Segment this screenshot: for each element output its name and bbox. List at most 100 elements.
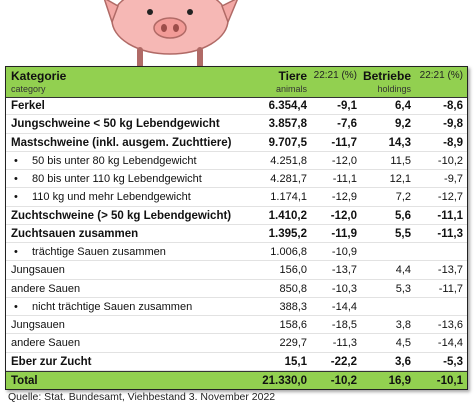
cell-value: -12,0 — [330, 209, 357, 222]
cell-value: 7,2 — [395, 191, 411, 204]
cell-value: 3.857,8 — [268, 118, 307, 131]
table-row: • 80 bis unter 110 kg Lebendgewicht 4.281,… — [6, 170, 467, 189]
header-cell: Tiere — [278, 69, 307, 83]
cell-value: 5,6 — [395, 209, 411, 222]
table-row: andere Sauen 229,7 -11,3 4,5 -14,4 — [6, 334, 467, 353]
cell-value: 156,0 — [279, 264, 307, 277]
cell-value: 4.281,7 — [270, 173, 307, 185]
cell-value: -10,2 — [330, 374, 357, 387]
pig-illustration — [103, 0, 238, 69]
row-label: Mastschweine (inkl. ausgem. Zuchttiere) — [11, 136, 232, 149]
bullet-icon: • — [14, 300, 18, 313]
row-label: Jungschweine < 50 kg Lebendgewicht — [11, 118, 220, 131]
cell-value: -11,1 — [332, 173, 357, 185]
bullet-icon: • — [14, 173, 18, 185]
table-row: • trächtige Sauen zusammen 1.006,8 -10,9 — [6, 243, 467, 262]
cell-value: -12,0 — [331, 154, 357, 167]
table-row: andere Sauen 850,8 -10,3 5,3 -11,7 — [6, 280, 467, 298]
cell-value: -18,5 — [331, 319, 357, 331]
bullet-icon: • — [14, 246, 18, 258]
cell-value: 850,8 — [279, 282, 307, 295]
row-label: Zuchtschweine (> 50 kg Lebendgewicht) — [11, 209, 232, 222]
cell-value: -10,3 — [331, 282, 357, 295]
cell-value: -11,3 — [332, 337, 357, 350]
cell-value: -10,1 — [436, 374, 463, 387]
source: Quelle: Stat. Bundesamt, Viehbestand 3. … — [8, 391, 276, 403]
header-cell: Betriebe — [362, 69, 411, 83]
bullet-icon: • — [14, 154, 18, 167]
cell-value: -10,9 — [331, 246, 357, 258]
cell-value: 15,1 — [284, 355, 307, 368]
table-row: Zuchtsauen zusammen 1.395,2 -11,9 5,5 -11,3 — [6, 225, 467, 243]
cell-value: 1.395,2 — [268, 227, 307, 240]
table: Kategorie category Tiere animals 22:21 (… — [5, 66, 468, 390]
cell-value: -13,6 — [437, 319, 463, 331]
header-cell: 22:21 (%) — [419, 70, 463, 81]
cell-value: -14,4 — [437, 337, 463, 350]
header-cell: 22:21 (%) — [313, 70, 357, 81]
cell-value: -12,7 — [437, 191, 463, 204]
bullet-icon: • — [14, 191, 18, 204]
row-label: Total — [11, 374, 38, 387]
cell-value: 3,6 — [395, 355, 411, 368]
row-label: 50 bis unter 80 kg Lebendgewicht — [32, 154, 197, 167]
table-row: Jungschweine < 50 kg Lebendgewicht 3.857,… — [6, 115, 467, 134]
cell-value: 1.410,2 — [268, 209, 307, 222]
cell-value: 11,5 — [390, 154, 411, 167]
cell-value: 9.707,5 — [268, 136, 307, 149]
cell-value: -9,8 — [443, 118, 463, 131]
cell-value: 12,1 — [389, 173, 411, 185]
cell-value: 3,8 — [395, 319, 411, 331]
cell-value: 9,2 — [395, 118, 411, 131]
cell-value: 21.330,0 — [262, 374, 307, 387]
row-label: nicht trächtige Sauen zusammen — [32, 300, 193, 313]
cell-value: -10,2 — [437, 154, 463, 167]
cell-value: 14,3 — [388, 136, 411, 149]
header-cell: animals — [275, 84, 307, 94]
row-label: Ferkel — [11, 100, 45, 112]
cell-value: 6.354,4 — [268, 100, 307, 112]
table-row: Jungsauen 156,0 -13,7 4,4 -13,7 — [6, 261, 467, 280]
table-row: Ferkel 6.354,4 -9,1 6,4 -8,6 — [6, 97, 467, 116]
table-row: • 50 bis unter 80 kg Lebendgewicht 4.251,8… — [6, 152, 467, 170]
table-row: Eber zur Zucht 15,1 -22,2 3,6 -5,3 — [6, 353, 467, 371]
table-row: Zuchtschweine (> 50 kg Lebendgewicht) 1.4… — [6, 207, 467, 225]
table-row: Mastschweine (inkl. ausgem. Zuchttiere) 9… — [6, 134, 467, 152]
cell-value: 4.251,8 — [270, 154, 307, 167]
cell-value: 158,6 — [279, 319, 307, 331]
cell-value: 388,3 — [279, 300, 307, 313]
header-cell: Kategorie — [11, 69, 67, 83]
row-label: trächtige Sauen zusammen — [32, 246, 166, 258]
cell-value: -22,2 — [330, 355, 357, 368]
cell-value: -8,9 — [443, 136, 463, 149]
table-row: • nicht trächtige Sauen zusammen 388,3 -14,… — [6, 298, 467, 316]
table-row: • 110 kg und mehr Lebendgewicht 1.174,1 -12… — [6, 188, 467, 207]
cell-value: -5,3 — [443, 355, 463, 368]
row-label: Jungsauen — [11, 264, 65, 277]
cell-value: -11,3 — [437, 227, 463, 240]
table-row: Total 21.330,0 -10,2 16,9 -10,1 — [6, 370, 467, 389]
cell-value: 1.006,8 — [270, 246, 307, 258]
row-label: 80 bis unter 110 kg Lebendgewicht — [32, 173, 202, 185]
cell-value: -11,7 — [438, 282, 463, 295]
row-label: andere Sauen — [11, 337, 81, 350]
row-label: Eber zur Zucht — [11, 355, 92, 368]
cell-value: -11,9 — [331, 227, 357, 240]
row-label: 110 kg und mehr Lebendgewicht — [32, 191, 191, 204]
cell-value: 1.174,1 — [270, 191, 307, 204]
cell-value: -11,7 — [331, 136, 357, 149]
header-cell: holdings — [377, 84, 411, 94]
row-label: andere Sauen — [11, 282, 81, 295]
row-label: Zuchtsauen zusammen — [11, 227, 139, 240]
cell-value: -11,1 — [437, 209, 463, 222]
cell-value: -9,7 — [444, 173, 463, 185]
cell-value: -13,7 — [437, 264, 463, 277]
cell-value: -12,9 — [331, 191, 357, 204]
row-label: Jungsauen — [11, 319, 65, 331]
cell-value: 4,4 — [395, 264, 411, 277]
cell-value: 229,7 — [279, 337, 307, 350]
cell-value: -9,1 — [337, 100, 357, 112]
header-cell: category — [11, 84, 46, 94]
cell-value: 16,9 — [388, 374, 411, 387]
